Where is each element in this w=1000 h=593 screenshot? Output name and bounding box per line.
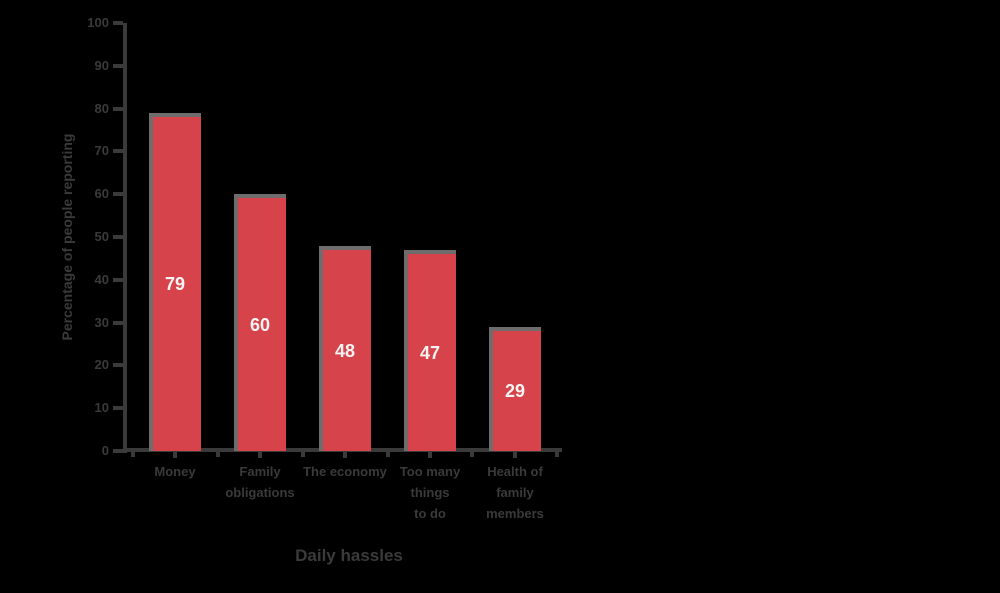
- x-minor-tick: [470, 452, 474, 457]
- y-tick: [113, 235, 123, 239]
- y-tick-label: 10: [94, 400, 109, 416]
- x-tick: [343, 452, 347, 458]
- y-tick-label: 20: [94, 357, 109, 373]
- category-label: The economy: [303, 464, 387, 479]
- bar-the-economy: [319, 246, 371, 451]
- y-tick: [113, 192, 123, 197]
- category-label: Money: [154, 464, 196, 479]
- bar-too-many-things-to-do: [404, 250, 456, 451]
- x-minor-tick: [301, 452, 305, 457]
- y-tick-label: 70: [94, 143, 109, 159]
- x-tick: [513, 452, 517, 458]
- category-label: Too many things to do: [399, 464, 461, 521]
- x-axis-title: Daily hassles: [295, 546, 403, 565]
- x-tick: [428, 452, 432, 458]
- y-tick-label: 40: [94, 271, 109, 287]
- y-tick: [113, 406, 123, 411]
- y-axis-title: Percentage of people reporting: [59, 133, 75, 341]
- y-tick: [113, 106, 123, 111]
- x-minor-tick: [131, 452, 135, 457]
- category-label: Family obligations: [225, 464, 295, 500]
- bar-money: [149, 113, 201, 451]
- bar-value-label: 29: [504, 381, 526, 401]
- x-tick: [173, 452, 177, 458]
- bar-value-label: 47: [419, 342, 441, 363]
- y-tick: [113, 363, 123, 368]
- bar-value-label: 79: [164, 274, 186, 294]
- y-tick-label: 30: [94, 314, 109, 330]
- category-label: Health of family members: [486, 464, 544, 521]
- y-tick: [113, 277, 123, 282]
- y-axis-line: [123, 23, 127, 453]
- bar-family-obligations: [234, 194, 286, 451]
- x-minor-tick: [555, 452, 559, 457]
- y-tick: [113, 63, 123, 68]
- x-minor-tick: [386, 452, 390, 457]
- y-tick-label: 80: [94, 100, 109, 116]
- y-tick-label: 50: [94, 229, 109, 244]
- y-tick-label: 100: [87, 15, 109, 30]
- y-tick: [113, 21, 123, 25]
- x-minor-tick: [216, 452, 220, 457]
- y-tick: [113, 449, 123, 453]
- x-tick: [258, 452, 262, 458]
- bar-value-label: 48: [334, 340, 356, 361]
- bar-health-of-family-members: [489, 327, 541, 451]
- y-tick-label: 0: [101, 443, 109, 458]
- y-tick: [113, 320, 123, 325]
- y-tick-label: 60: [94, 186, 109, 202]
- bar-value-label: 60: [249, 314, 271, 335]
- y-tick-label: 90: [94, 57, 109, 73]
- y-tick: [113, 149, 123, 154]
